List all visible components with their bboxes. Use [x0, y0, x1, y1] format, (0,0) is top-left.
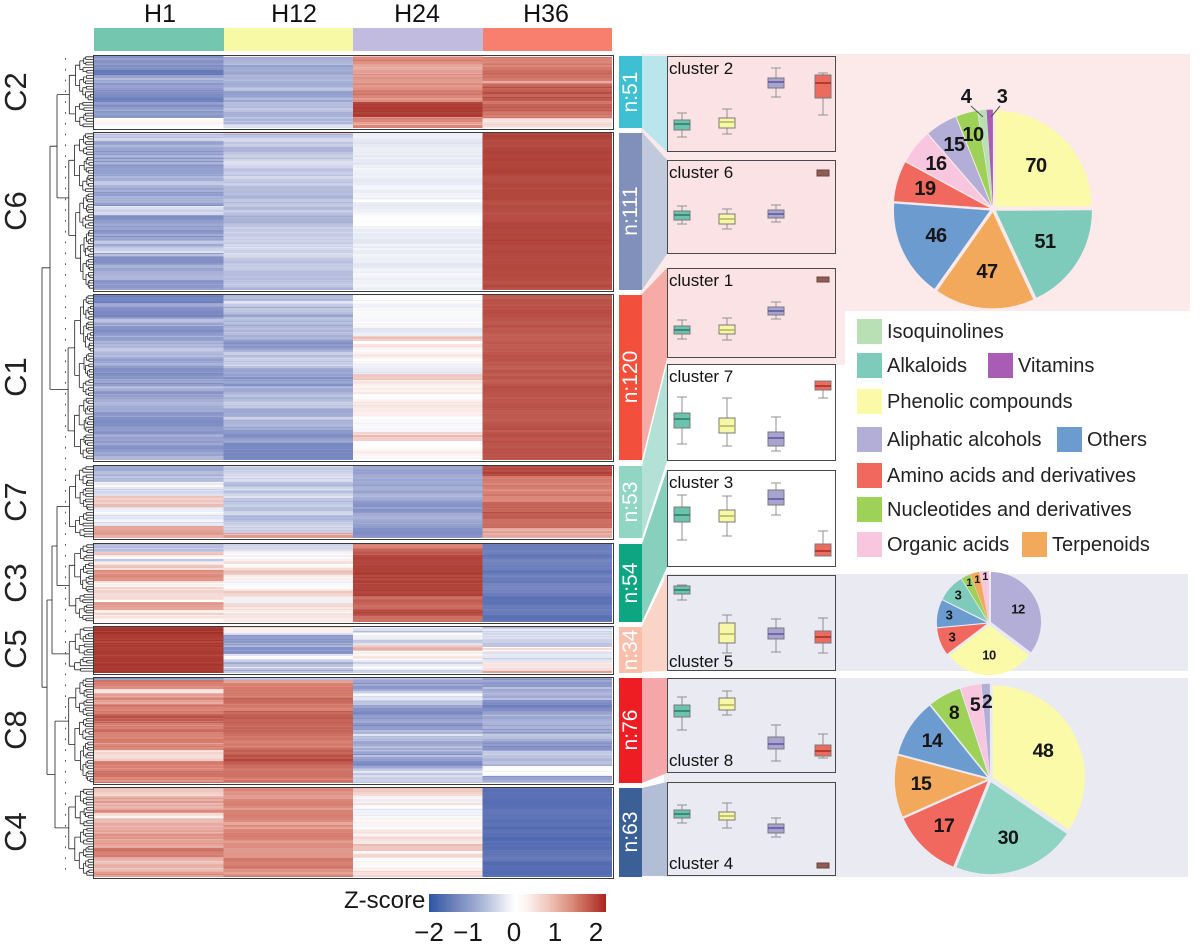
svg-text:51: 51 [1034, 231, 1056, 253]
svg-text:4: 4 [961, 86, 973, 108]
svg-text:12: 12 [1011, 602, 1025, 617]
svg-text:46: 46 [925, 225, 947, 247]
svg-text:30: 30 [998, 827, 1019, 849]
svg-text:3: 3 [946, 608, 953, 623]
svg-text:2: 2 [982, 691, 993, 713]
svg-text:3: 3 [997, 86, 1008, 108]
svg-text:3: 3 [955, 588, 962, 603]
svg-text:1: 1 [982, 571, 988, 583]
svg-text:3: 3 [949, 630, 956, 645]
svg-text:5: 5 [970, 694, 981, 716]
svg-text:10: 10 [982, 648, 996, 663]
svg-text:70: 70 [1025, 155, 1047, 177]
svg-text:47: 47 [976, 261, 998, 283]
svg-text:48: 48 [1033, 740, 1054, 762]
svg-text:1: 1 [974, 574, 980, 586]
svg-text:17: 17 [934, 815, 955, 837]
svg-text:1: 1 [966, 577, 972, 589]
svg-text:14: 14 [922, 730, 943, 752]
svg-text:15: 15 [943, 134, 965, 156]
svg-text:16: 16 [925, 153, 947, 175]
svg-text:15: 15 [911, 773, 932, 795]
svg-text:19: 19 [914, 178, 936, 200]
svg-text:10: 10 [962, 124, 984, 146]
svg-text:8: 8 [949, 702, 960, 724]
